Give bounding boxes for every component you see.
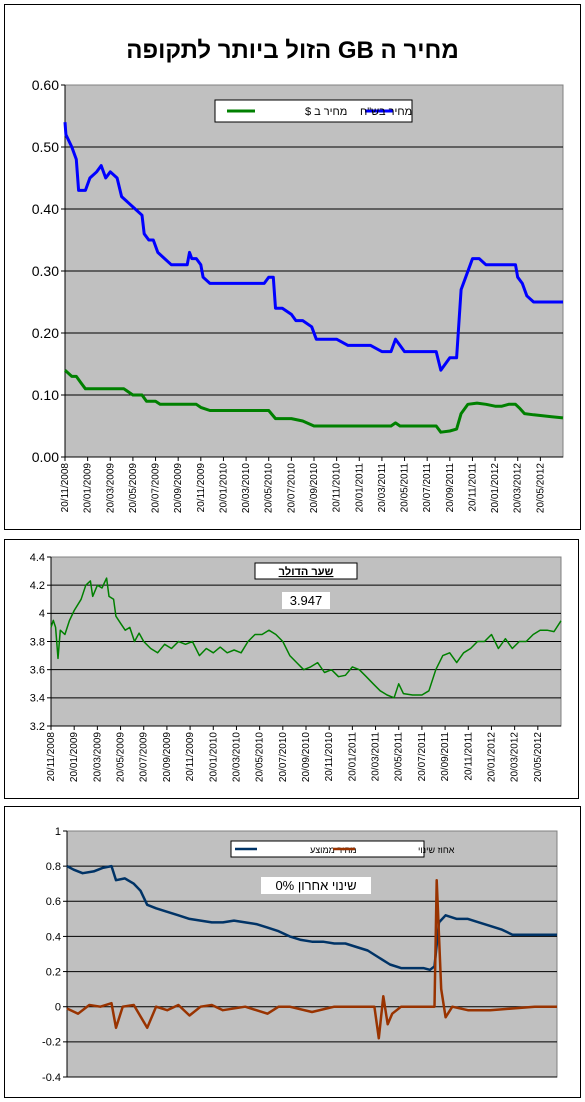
x-tick-label: 20/07/2010 (286, 463, 297, 513)
series-line-1 (63, 369, 564, 434)
x-tick-label: 20/01/2009 (69, 732, 80, 782)
x-tick-label: 20/03/2011 (371, 732, 382, 782)
x-tick-label: 20/11/2010 (332, 463, 343, 513)
x-tick-label: 20/01/2012 (486, 732, 497, 782)
x-tick-label: 20/07/2011 (422, 463, 433, 513)
x-tick-label: 20/03/2009 (105, 463, 116, 513)
x-tick-label: 20/03/2010 (231, 732, 242, 782)
x-tick-label: 20/11/2008 (60, 463, 71, 513)
x-tick-label: 20/09/2009 (173, 463, 184, 513)
y-tick-label: 3.2 (30, 721, 45, 733)
x-tick-label: 20/07/2010 (278, 732, 289, 782)
price-chart-svg: 0.00 0.10 0.20 0.30 0.40 0.50 0.60 20/11/2008 20… (32, 77, 564, 513)
x-tick-label: 20/07/2009 (139, 732, 150, 782)
annotation-last-change: שינוי אחרון 0% (275, 878, 356, 893)
y-tick-label: 4.4 (30, 552, 45, 564)
series-line-0 (63, 122, 563, 372)
legend-label-change: אחוז שינוי (418, 845, 455, 855)
series-line-1 (66, 878, 557, 1040)
x-tick-label: 20/01/2011 (347, 732, 358, 782)
x-tick-label: 20/05/2010 (255, 732, 266, 782)
y-tick-label: 3.4 (30, 693, 45, 705)
x-tick-label: 20/09/2011 (445, 463, 456, 513)
x-tick-label: 20/09/2010 (301, 732, 312, 782)
chart-title: מחיר ה GB הזול ביותר לתקופה (126, 37, 459, 64)
chart-panel-price-per-gb: מחיר ה GB הזול ביותר לתקופה 0.00 0.10 0.20… (4, 4, 581, 530)
x-tick-label: 20/03/2012 (513, 463, 524, 513)
x-tick-label: 20/01/2010 (208, 732, 219, 782)
x-tick-label: 20/05/2011 (394, 732, 405, 782)
x-tick-label: 20/05/2011 (400, 463, 411, 513)
x-tick-label: 20/01/2012 (490, 463, 501, 513)
y-tick-label: 4 (39, 608, 45, 620)
x-tick-label: 20/01/2010 (218, 463, 229, 513)
x-tick-label: 20/05/2009 (128, 463, 139, 513)
x-tick-label: 20/09/2011 (440, 732, 451, 782)
x-tick-label: 20/11/2011 (467, 463, 478, 512)
x-tick-label: 20/11/2008 (46, 732, 57, 782)
series-line-0 (66, 864, 557, 972)
y-tick-label: 0.2 (46, 966, 61, 978)
legend-box (214, 99, 413, 123)
y-tick-label: 4.2 (30, 580, 45, 592)
x-tick-label: 20/05/2012 (533, 732, 544, 782)
annotation-current-rate: 3.947 (290, 593, 323, 608)
x-tick-label: 20/03/2009 (92, 732, 103, 782)
x-tick-label: 20/07/2009 (151, 463, 162, 513)
y-tick-label: 1 (55, 826, 61, 838)
legend-box (230, 840, 425, 858)
y-tick-label: -0.4 (42, 1072, 61, 1084)
y-tick-label: 0.30 (32, 263, 59, 279)
y-tick-label: 0.4 (46, 931, 61, 943)
y-tick-label: 0.60 (32, 77, 59, 93)
y-tick-label: 3.8 (30, 636, 45, 648)
y-tick-label: 0.20 (32, 325, 59, 341)
x-tick-label: 20/07/2011 (417, 732, 428, 782)
legend-label-shekel: מחיר בש"ח (360, 106, 412, 118)
x-tick-label: 20/03/2012 (510, 732, 521, 782)
annotation-box (282, 592, 330, 609)
legend-label: שער הדולר (279, 565, 334, 578)
x-tick-label: 20/01/2011 (354, 463, 365, 513)
x-tick-label: 20/11/2009 (185, 732, 196, 782)
legend-box (254, 562, 358, 580)
series-line-0 (50, 577, 562, 699)
chart-panel-dollar-rate: 3.2 3.4 3.6 3.8 4 4.2 4.4 20/11/2008 20/01/2009 2… (4, 539, 579, 799)
y-tick-label: -0.2 (42, 1037, 61, 1049)
y-tick-label: 0.6 (46, 896, 61, 908)
x-tick-label: 20/11/2011 (463, 732, 474, 781)
x-tick-label: 20/03/2010 (241, 463, 252, 513)
x-tick-label: 20/05/2010 (264, 463, 275, 513)
x-tick-label: 20/01/2009 (83, 463, 94, 513)
annotation-box (261, 877, 371, 894)
y-tick-label: 0.8 (46, 861, 61, 873)
y-tick-label: 0.10 (32, 387, 59, 403)
dollar-chart-svg: 3.2 3.4 3.6 3.8 4 4.2 4.4 20/11/2008 20/01/2009 2… (30, 552, 562, 782)
x-tick-label: 20/03/2011 (377, 463, 388, 513)
plot-area (66, 830, 558, 1078)
x-tick-label: 20/09/2009 (162, 732, 173, 782)
x-tick-label: 20/05/2012 (535, 463, 546, 513)
y-tick-label: 0.40 (32, 201, 59, 217)
y-tick-label: 0 (55, 1002, 61, 1014)
legend-label-dollar: מחיר ב $ (305, 106, 347, 118)
y-tick-label: 0.50 (32, 139, 59, 155)
x-tick-label: 20/05/2009 (116, 732, 127, 782)
x-tick-label: 20/09/2010 (309, 463, 320, 513)
y-tick-label: 3.6 (30, 665, 45, 677)
x-tick-label: 20/11/2010 (324, 732, 335, 782)
x-tick-label: 20/11/2009 (196, 463, 207, 513)
y-tick-label: 0.00 (32, 449, 59, 465)
